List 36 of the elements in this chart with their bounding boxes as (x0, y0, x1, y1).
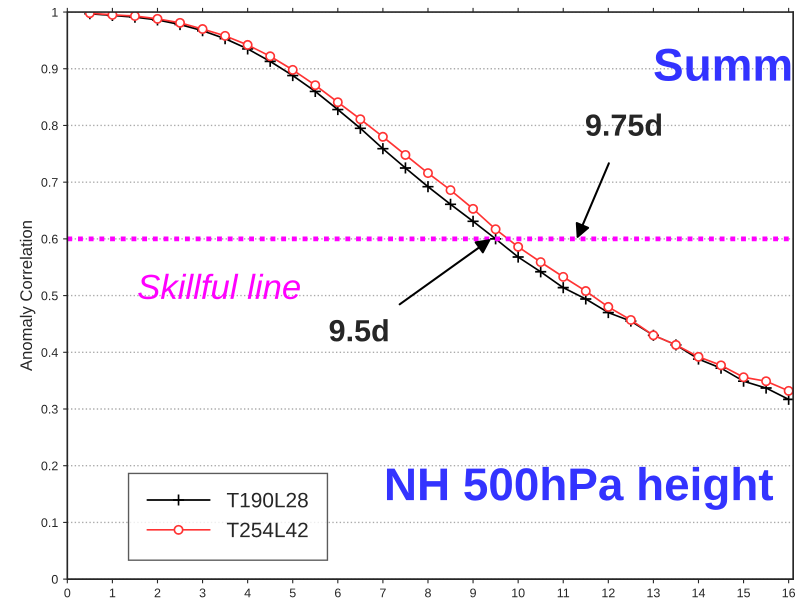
x-tick-label: 3 (200, 588, 206, 598)
y-tick-label: 0.3 (41, 404, 58, 414)
y-tick-label: 1 (52, 8, 58, 17)
y-tick-label: 0 (52, 574, 58, 584)
x-tick-label: 6 (334, 588, 341, 598)
y-tick-label: 0.2 (41, 462, 58, 470)
y-tick-label: 0.8 (41, 121, 58, 130)
x-tick-label: 12 (602, 588, 615, 598)
annotation: 9.5d (330, 319, 388, 342)
x-tick-label: 11 (558, 588, 570, 598)
x-tick-label: 10 (512, 588, 525, 598)
y-tick-label: 0.6 (41, 234, 58, 244)
x-tick-label: 1 (110, 588, 116, 598)
y-tick-label: 0.7 (41, 178, 58, 187)
y-axis-title: Anomaly Correlation (20, 221, 36, 372)
y-tick-label: 0.5 (41, 291, 58, 300)
y-tick-label: 0.4 (41, 348, 58, 357)
annotation: Summ (654, 48, 790, 82)
x-tick-label: 5 (290, 588, 296, 598)
legend-label: T190L28 (226, 492, 308, 508)
legend-label: T254L42 (226, 522, 308, 538)
x-tick-label: 4 (244, 588, 251, 598)
x-tick-label: 9 (470, 588, 476, 598)
y-tick-label: 0.1 (41, 518, 58, 528)
ref-line-label: Skillful line (138, 274, 300, 300)
x-tick-label: 8 (425, 588, 431, 598)
x-tick-label: 0 (64, 588, 70, 598)
x-tick-label: 16 (782, 588, 796, 598)
x-tick-label: 13 (647, 588, 660, 598)
x-tick-label: 2 (154, 588, 160, 598)
annotation: 9.75d (586, 114, 662, 136)
x-tick-label: 15 (738, 588, 750, 598)
y-tick-label: 0.9 (41, 64, 58, 74)
x-tick-label: 7 (380, 588, 386, 598)
annotation: NH 500hPa height (386, 466, 774, 510)
x-tick-label: 14 (692, 588, 706, 598)
